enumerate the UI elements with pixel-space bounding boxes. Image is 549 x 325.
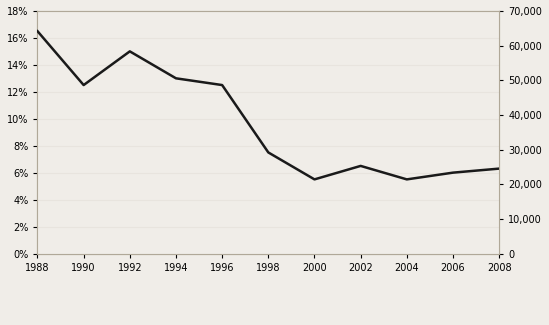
Legend: People leaving Ireland, Unemployment rate: People leaving Ireland, Unemployment rat… (123, 322, 413, 325)
